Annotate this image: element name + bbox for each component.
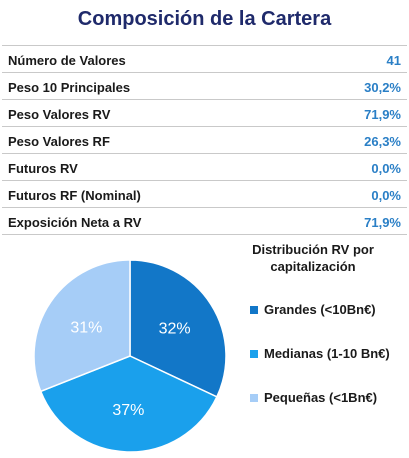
row-value: 71,9%	[364, 215, 401, 230]
portfolio-table: Número de Valores 41 Peso 10 Principales…	[2, 45, 407, 235]
row-label: Exposición Neta a RV	[8, 215, 142, 230]
table-row: Peso 10 Principales 30,2%	[2, 72, 407, 99]
pie-slice-label: 32%	[159, 321, 191, 338]
pie-slice	[129, 259, 227, 398]
pie-slice-label: 31%	[70, 319, 102, 336]
row-label: Futuros RF (Nominal)	[8, 188, 141, 203]
table-row: Futuros RV 0,0%	[2, 153, 407, 180]
row-label: Número de Valores	[8, 53, 126, 68]
row-label: Peso Valores RV	[8, 107, 111, 122]
table-row: Peso Valores RV 71,9%	[2, 99, 407, 126]
row-label: Futuros RV	[8, 161, 78, 176]
row-value: 41	[386, 53, 401, 68]
row-label: Peso 10 Principales	[8, 80, 131, 95]
row-value: 0,0%	[371, 161, 401, 176]
legend-label: Medianas (1-10 Bn€)	[264, 346, 390, 361]
legend-swatch	[250, 350, 258, 358]
legend-label: Pequeñas (<1Bn€)	[264, 390, 378, 405]
legend-swatch	[250, 394, 258, 402]
table-row: Peso Valores RF 26,3%	[2, 126, 407, 153]
row-value: 26,3%	[364, 134, 401, 149]
row-value: 30,2%	[364, 80, 401, 95]
legend-label: Grandes (<10Bn€)	[264, 302, 376, 317]
row-value: 71,9%	[364, 107, 401, 122]
row-value: 0,0%	[371, 188, 401, 203]
legend-swatch	[250, 306, 258, 314]
pie-slice	[39, 355, 218, 453]
table-row: Futuros RF (Nominal) 0,0%	[2, 180, 407, 207]
chart-title: Distribución RV por capitalización	[252, 242, 374, 274]
pie-slice	[33, 259, 131, 393]
page-title: Composición de la Cartera	[77, 8, 332, 30]
table-row: Número de Valores 41	[2, 45, 407, 72]
row-label: Peso Valores RF	[8, 134, 110, 149]
table-row: Exposición Neta a RV 71,9%	[2, 207, 407, 235]
pie-slice-label: 37%	[112, 402, 144, 419]
